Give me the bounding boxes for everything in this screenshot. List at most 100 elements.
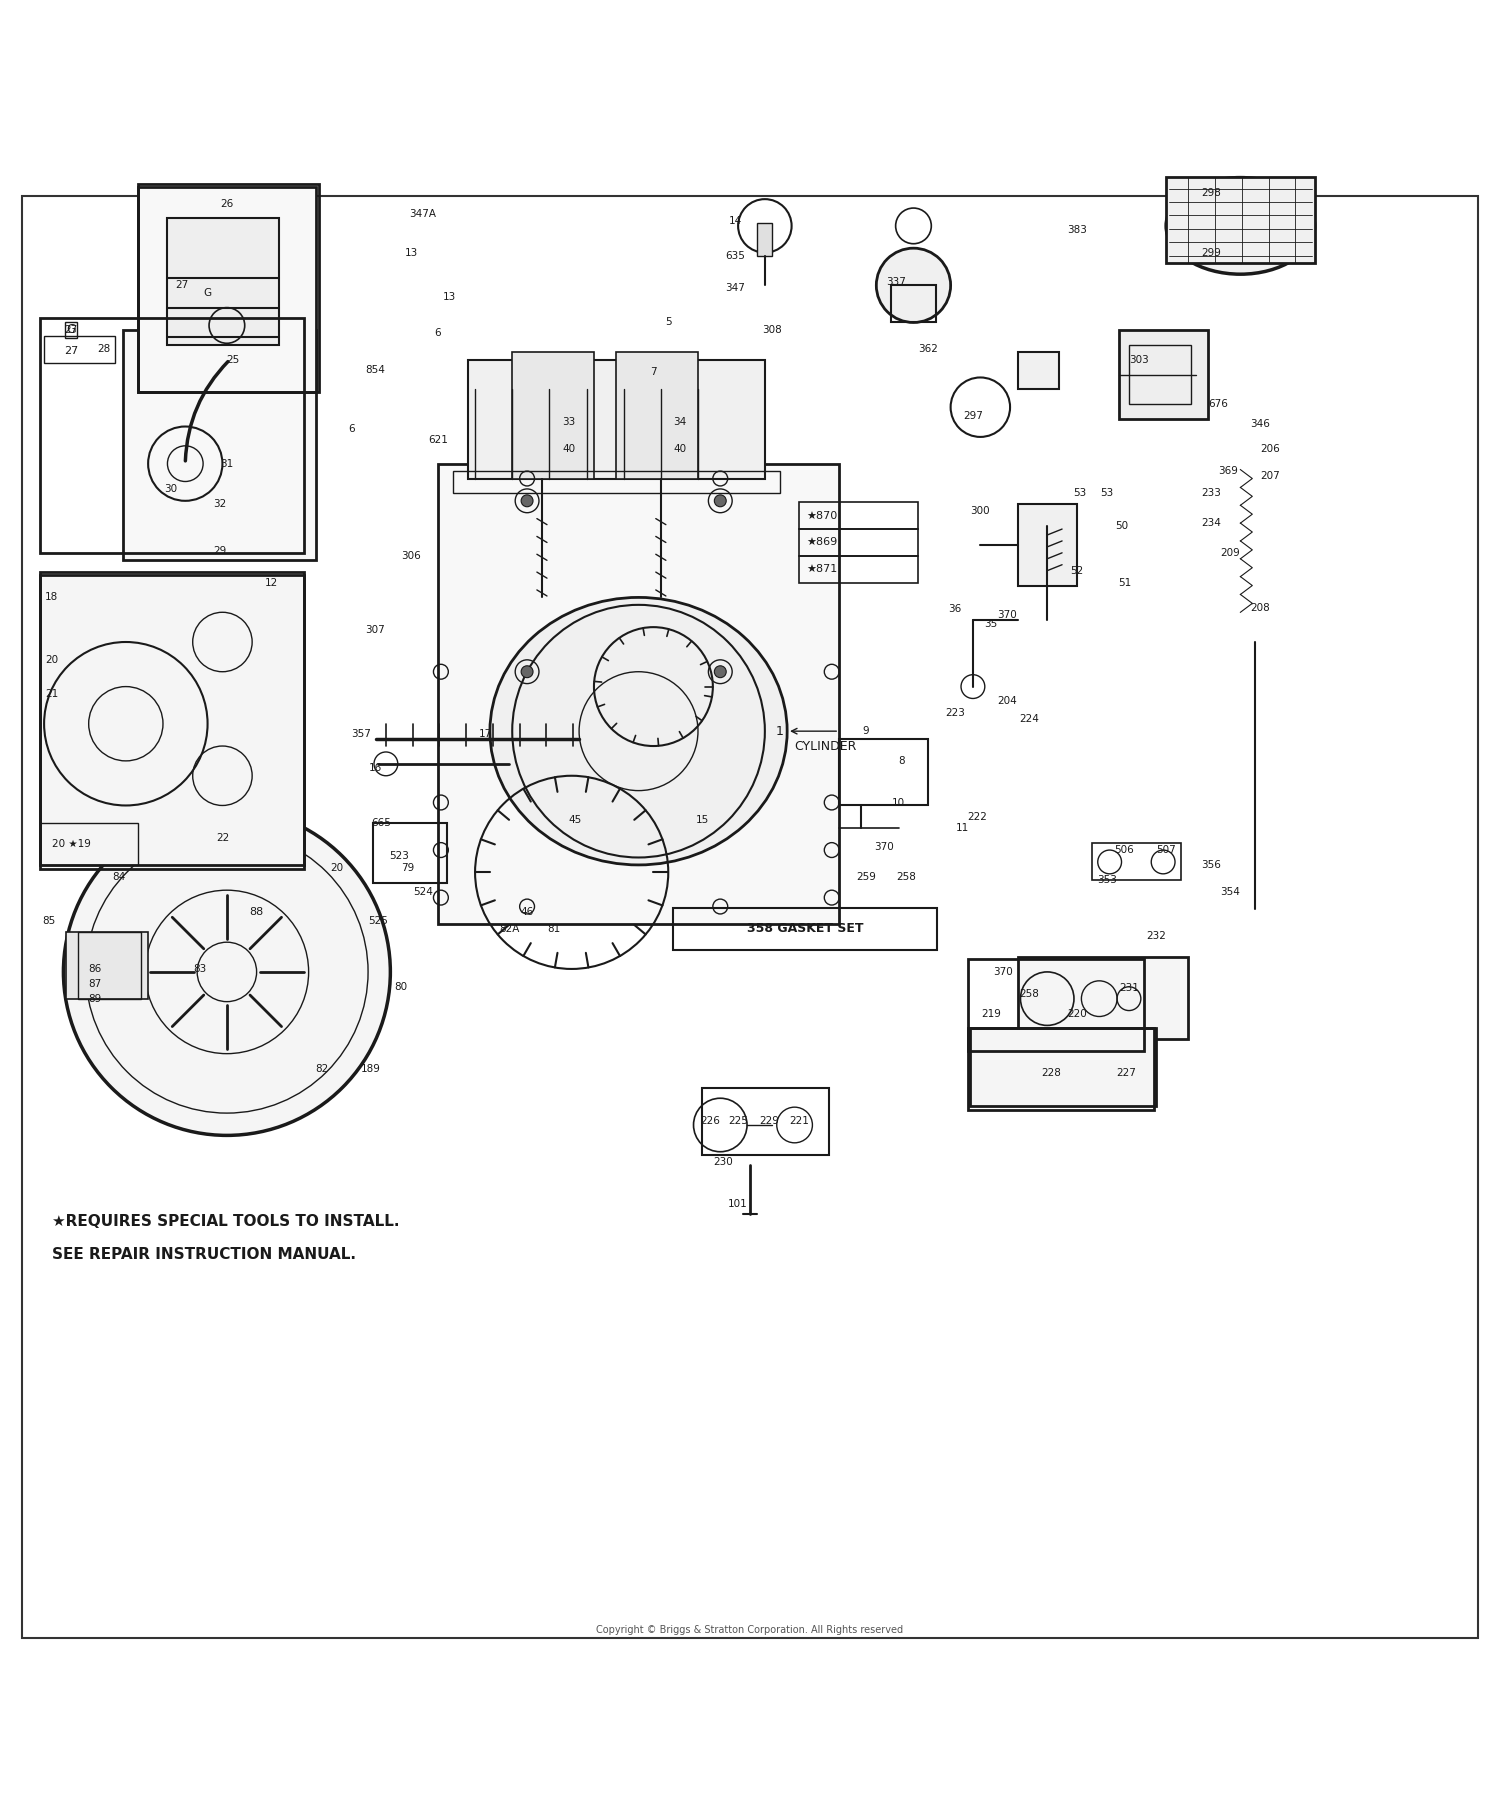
- Text: 46: 46: [520, 908, 534, 917]
- Circle shape: [714, 495, 726, 508]
- Text: SEE REPAIR INSTRUCTION MANUAL.: SEE REPAIR INSTRUCTION MANUAL.: [51, 1246, 356, 1262]
- Text: ★870: ★870: [807, 511, 837, 520]
- Bar: [1017, 353, 1059, 389]
- Bar: [800, 557, 918, 582]
- Text: 27: 27: [63, 346, 78, 357]
- Text: 219: 219: [981, 1008, 1000, 1019]
- Text: 207: 207: [1260, 471, 1280, 480]
- Text: 53: 53: [1100, 487, 1113, 498]
- Bar: [969, 1028, 1154, 1110]
- Text: 525: 525: [369, 917, 388, 926]
- Text: 11: 11: [956, 822, 969, 833]
- Bar: [372, 824, 447, 882]
- Text: 36: 36: [948, 604, 962, 615]
- Bar: [891, 286, 936, 322]
- Text: 369: 369: [1218, 466, 1239, 477]
- Bar: [66, 931, 148, 999]
- Circle shape: [876, 247, 951, 322]
- Ellipse shape: [490, 597, 788, 864]
- Text: 621: 621: [427, 435, 448, 446]
- Bar: [1017, 504, 1077, 586]
- Text: 230: 230: [714, 1157, 734, 1168]
- Bar: [138, 184, 320, 393]
- Text: 50: 50: [1114, 520, 1128, 531]
- Text: 88: 88: [249, 908, 264, 917]
- Bar: [1119, 329, 1208, 418]
- Text: 40: 40: [562, 444, 576, 453]
- Text: 89: 89: [88, 993, 102, 1004]
- Text: 208: 208: [1250, 602, 1269, 613]
- Text: 337: 337: [885, 276, 906, 287]
- Text: 258: 258: [896, 871, 916, 882]
- Text: 31: 31: [220, 458, 234, 469]
- Text: 226: 226: [700, 1115, 720, 1126]
- Text: 370: 370: [993, 968, 1012, 977]
- Text: 84: 84: [112, 871, 125, 882]
- Text: Copyright © Briggs & Stratton Corporation. All Rights reserved: Copyright © Briggs & Stratton Corporatio…: [597, 1624, 903, 1635]
- Text: 34: 34: [674, 417, 687, 427]
- Text: 299: 299: [1202, 247, 1221, 258]
- Text: 20: 20: [330, 862, 344, 873]
- Text: 26: 26: [220, 198, 234, 209]
- Bar: [39, 318, 304, 553]
- Text: 220: 220: [1066, 1008, 1088, 1019]
- Text: 222: 222: [968, 813, 987, 822]
- Text: 346: 346: [1250, 418, 1269, 429]
- Text: 27: 27: [176, 280, 189, 291]
- Text: 221: 221: [789, 1115, 808, 1126]
- Text: 228: 228: [1041, 1068, 1062, 1079]
- Text: 7: 7: [650, 366, 657, 377]
- Text: 665: 665: [372, 819, 392, 828]
- Text: 27: 27: [64, 326, 78, 335]
- Text: 52: 52: [1071, 566, 1083, 575]
- Text: 8: 8: [898, 757, 904, 766]
- Text: 12: 12: [266, 578, 278, 588]
- Text: 635: 635: [724, 251, 746, 260]
- Text: 370: 370: [874, 842, 894, 851]
- Text: 383: 383: [1066, 226, 1088, 235]
- Text: 40: 40: [674, 444, 687, 453]
- Bar: [468, 360, 765, 478]
- Text: 524: 524: [413, 886, 434, 897]
- Text: 80: 80: [394, 982, 408, 991]
- Text: G: G: [66, 324, 75, 337]
- Text: ★REQUIRES SPECIAL TOOLS TO INSTALL.: ★REQUIRES SPECIAL TOOLS TO INSTALL.: [51, 1213, 399, 1230]
- Text: 45: 45: [568, 815, 582, 826]
- Text: 298: 298: [1202, 187, 1221, 198]
- Text: 20 ★19: 20 ★19: [51, 839, 90, 849]
- Text: 297: 297: [963, 411, 982, 422]
- Text: 81: 81: [548, 924, 561, 933]
- Text: 14: 14: [729, 216, 742, 226]
- Text: 353: 353: [1096, 875, 1116, 884]
- Text: 9: 9: [862, 726, 868, 737]
- Bar: [970, 1028, 1155, 1106]
- Text: 306: 306: [402, 551, 422, 560]
- Text: 523: 523: [390, 851, 410, 860]
- Text: 51: 51: [1118, 578, 1131, 588]
- Text: 18: 18: [45, 593, 58, 602]
- Text: 347: 347: [724, 284, 746, 293]
- Text: 101: 101: [728, 1199, 748, 1210]
- Text: 22: 22: [216, 833, 229, 844]
- Text: ★869: ★869: [807, 537, 837, 548]
- Circle shape: [63, 808, 390, 1135]
- Text: 28: 28: [98, 344, 109, 355]
- Bar: [672, 908, 938, 950]
- Text: 225: 225: [728, 1115, 748, 1126]
- Bar: [1092, 842, 1180, 880]
- Text: 189: 189: [362, 1064, 381, 1073]
- Text: 15: 15: [696, 815, 709, 826]
- Text: 25: 25: [226, 355, 240, 364]
- Bar: [138, 187, 316, 393]
- Text: 676: 676: [1208, 398, 1228, 409]
- Text: 82: 82: [315, 1064, 328, 1073]
- Bar: [1130, 346, 1191, 404]
- Circle shape: [520, 666, 532, 678]
- Ellipse shape: [1166, 178, 1314, 275]
- Text: 209: 209: [1220, 548, 1240, 558]
- Bar: [969, 959, 1144, 1051]
- Bar: [512, 353, 594, 478]
- Text: 82A: 82A: [500, 924, 519, 933]
- Bar: [800, 502, 918, 529]
- Text: 29: 29: [213, 546, 226, 557]
